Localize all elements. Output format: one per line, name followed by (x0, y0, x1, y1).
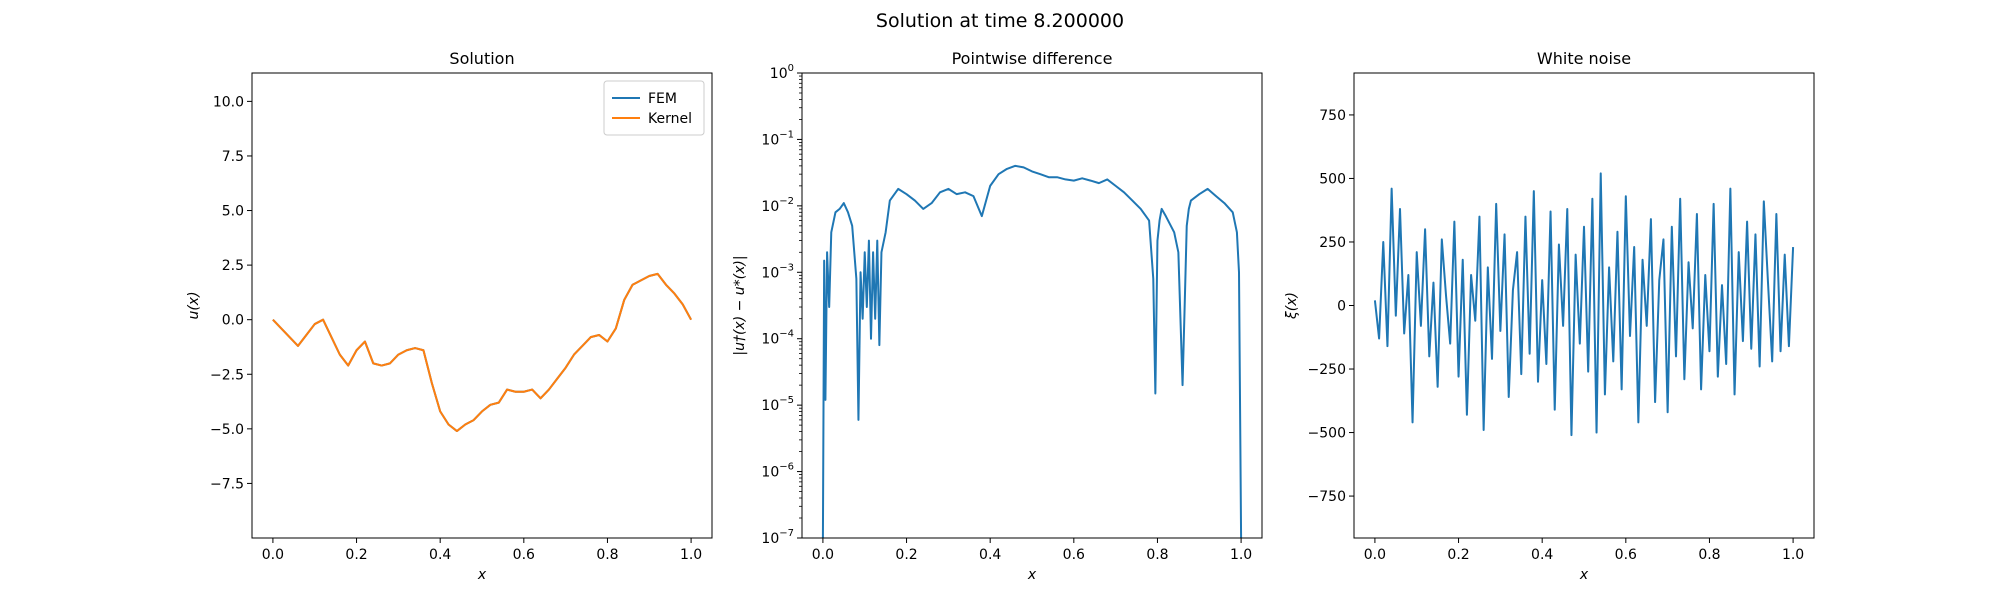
y-tick-label: −2.5 (210, 367, 244, 383)
x-tick-label: 0.8 (1698, 547, 1720, 563)
chart-title: Pointwise difference (952, 49, 1113, 68)
figure-suptitle: Solution at time 8.200000 (875, 10, 1125, 32)
chart-panel-3: 0.0 0.2 0.4 0.6 0.8 1.0 −750 −500 −250 0 250 500 750… (1284, 49, 1815, 583)
x-tick-label: 0.8 (596, 547, 618, 563)
legend: FEM Kernel (603, 80, 705, 136)
chart-title: White noise (1537, 49, 1631, 68)
y-tick-label: 0.0 (222, 313, 244, 329)
y-tick-label: −750 (1308, 489, 1346, 505)
x-tick-label: 0.0 (1364, 547, 1386, 563)
y-tick-label: −5.0 (210, 422, 244, 438)
y-tick-label: −7.5 (210, 476, 244, 492)
x-tick-label: 0.6 (1063, 547, 1085, 563)
x-tick-label: 0.2 (1447, 547, 1469, 563)
y-tick-label: 2.5 (222, 258, 244, 274)
y-tick-label: 7.5 (222, 149, 244, 165)
series-line-1 (1373, 172, 1795, 437)
y-tick-label: 250 (1319, 235, 1346, 251)
y-tick-label: 10−7 (761, 528, 794, 547)
series-line-1 (821, 164, 1243, 538)
y-tick-label: 750 (1319, 108, 1346, 124)
y-tick-label: 10−6 (761, 462, 794, 481)
x-axis-label: x (477, 567, 487, 583)
y-tick-label: 10−1 (761, 129, 794, 148)
y-tick-label: 10.0 (213, 94, 244, 110)
y-axis-label: |u†(x) − u*(x)| (732, 255, 748, 355)
x-tick-label: 0.4 (979, 547, 1001, 563)
y-tick-label: −500 (1308, 426, 1346, 442)
x-axis-label: x (1579, 567, 1589, 583)
chart-panel-2: 0.0 0.2 0.4 0.6 0.8 1.0 10−7 10−6 10−5 10−4 10−3 10… (732, 49, 1263, 583)
y-tick-label: −250 (1308, 362, 1346, 378)
x-tick-label: 0.6 (1615, 547, 1637, 563)
legend-label-2: Kernel (648, 111, 692, 127)
y-axis-label: u(x) (186, 291, 202, 319)
y-axis-label: ξ(x) (1284, 292, 1300, 320)
y-tick-label: 10−2 (761, 196, 794, 215)
x-tick-label: 0.8 (1146, 547, 1168, 563)
y-tick-label: 500 (1319, 171, 1346, 187)
x-tick-label: 0.6 (513, 547, 535, 563)
x-tick-label: 1.0 (680, 547, 702, 563)
axes-frame (801, 72, 1263, 539)
legend-box (603, 80, 705, 136)
x-tick-label: 0.0 (812, 547, 834, 563)
x-tick-label: 1.0 (1230, 547, 1252, 563)
x-tick-label: 0.2 (895, 547, 917, 563)
y-tick-label: 10−5 (761, 395, 794, 414)
x-axis-label: x (1027, 567, 1037, 583)
y-tick-label: 5.0 (222, 204, 244, 220)
x-tick-label: 0.0 (262, 547, 284, 563)
x-tick-label: 0.4 (429, 547, 451, 563)
x-tick-label: 0.4 (1531, 547, 1553, 563)
y-tick-label: 10−3 (761, 262, 794, 281)
series-line-1 (272, 272, 692, 433)
y-tick-label: 0 (1337, 299, 1346, 315)
x-tick-label: 0.2 (345, 547, 367, 563)
chart-panel-1: 0.0 0.2 0.4 0.6 0.8 1.0 −7.5 −5.0 −2.5 0.0 2.5 5.0 7… (186, 49, 713, 583)
y-tick-label: 10−4 (761, 329, 794, 348)
series-line-2 (272, 272, 692, 433)
x-tick-label: 1.0 (1782, 547, 1804, 563)
chart-title: Solution (449, 49, 514, 68)
y-tick-label: 100 (770, 63, 794, 82)
axes-frame (251, 72, 713, 539)
legend-label-1: FEM (648, 91, 677, 107)
